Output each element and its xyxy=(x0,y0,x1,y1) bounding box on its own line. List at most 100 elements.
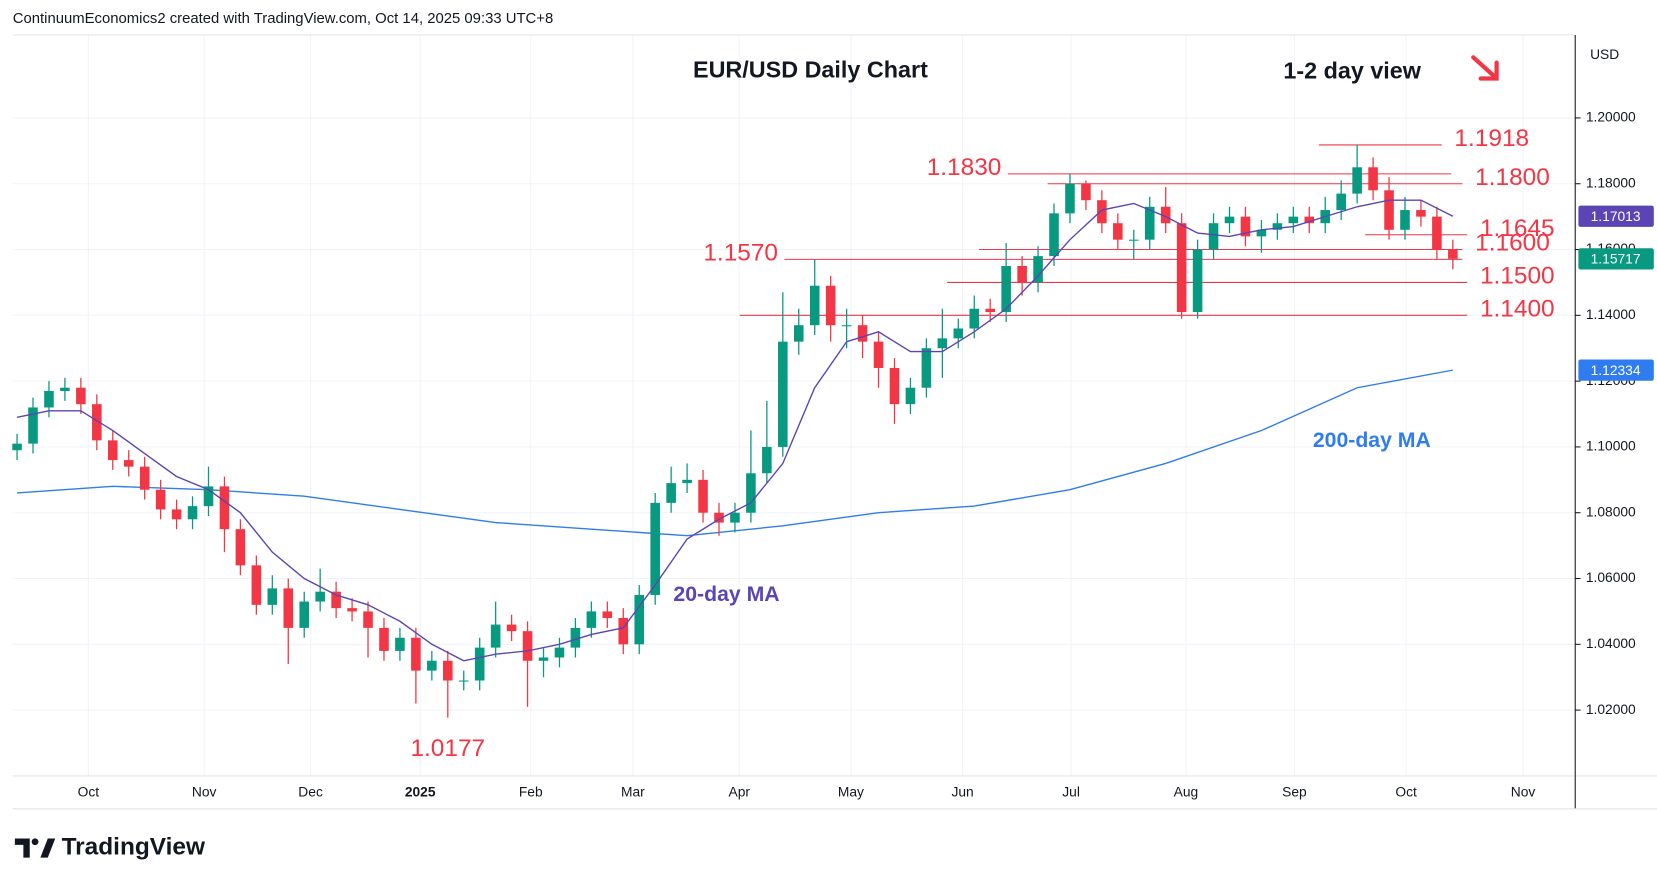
candle-body xyxy=(458,680,469,682)
candle-body xyxy=(522,631,533,661)
price-badge-label: 1.15717 xyxy=(1591,252,1641,267)
candle-body xyxy=(1304,216,1315,224)
x-tick-label: Sep xyxy=(1282,785,1307,800)
candle-body xyxy=(187,506,198,520)
candle-body xyxy=(235,529,246,566)
x-tick-label: Apr xyxy=(729,785,751,800)
candle-body xyxy=(1033,256,1043,283)
candle-body xyxy=(730,512,740,523)
level-label: 1.1600 xyxy=(1475,230,1550,257)
candle-body xyxy=(1128,239,1139,241)
candle-body xyxy=(1272,223,1283,230)
candle-body xyxy=(809,285,820,326)
candle-body xyxy=(953,328,964,339)
x-tick-label: Jul xyxy=(1062,785,1080,800)
candle-body xyxy=(1384,190,1394,230)
ma200-annotation: 200-day MA xyxy=(1313,429,1431,452)
x-tick-label: 2025 xyxy=(405,785,436,800)
candle-body xyxy=(1256,229,1267,237)
level-label: 1.1500 xyxy=(1480,263,1555,290)
x-tick-label: Aug xyxy=(1174,785,1199,800)
level-label: 1.1800 xyxy=(1475,164,1550,191)
candle-body xyxy=(1081,183,1091,201)
candle-body xyxy=(1144,206,1155,240)
candle-body xyxy=(746,473,756,513)
candle-body xyxy=(618,618,629,645)
price-badge xyxy=(1578,205,1654,227)
x-tick-label: Dec xyxy=(298,785,323,800)
candle-body xyxy=(155,489,166,510)
candle-body xyxy=(905,387,916,405)
candle-body xyxy=(1224,216,1235,224)
candle-body xyxy=(714,512,724,523)
candle-body xyxy=(1001,265,1011,313)
candle-body xyxy=(490,624,501,648)
candle-body xyxy=(76,387,86,405)
down-arrow-icon xyxy=(1471,55,1499,81)
candle-body xyxy=(1352,167,1362,194)
candle-body xyxy=(1208,223,1219,250)
candle-body xyxy=(762,446,772,474)
candle-body xyxy=(347,608,357,612)
y-tick-label: 1.04000 xyxy=(1586,636,1636,651)
ma20-annotation: 20-day MA xyxy=(673,583,779,606)
y-tick-label: 1.08000 xyxy=(1586,504,1636,519)
brand: TradingView xyxy=(62,834,206,861)
level-label: 1.1570 xyxy=(703,240,778,267)
candle-body xyxy=(203,486,214,507)
candle-body xyxy=(1049,213,1059,257)
x-tick-label: May xyxy=(838,785,864,800)
candle-body xyxy=(60,387,70,391)
x-tick-label: Oct xyxy=(78,785,100,800)
candle-body xyxy=(283,588,294,628)
candle-body xyxy=(1113,223,1123,240)
candle-body xyxy=(634,594,645,645)
subtitle: 1-2 day view xyxy=(1283,57,1421,83)
moving-average xyxy=(16,199,1454,662)
candle-body xyxy=(363,611,373,628)
price-badge xyxy=(1578,248,1654,270)
candle-body xyxy=(538,657,549,661)
y-tick-label: 1.10000 xyxy=(1586,439,1636,454)
candle-body xyxy=(1432,216,1442,250)
candle-body xyxy=(1368,167,1378,191)
candle-body xyxy=(778,341,788,447)
candle-body xyxy=(315,591,325,602)
candle-body xyxy=(92,404,102,441)
candle-body xyxy=(873,341,884,368)
currency: USD xyxy=(1590,47,1619,62)
candle-body xyxy=(411,637,421,671)
candle-body xyxy=(219,486,230,530)
candle-body xyxy=(1336,193,1346,211)
candle-body xyxy=(650,502,660,595)
candle-body xyxy=(443,660,453,681)
candle-body xyxy=(44,390,54,408)
candle-body xyxy=(1017,265,1027,283)
candle-body xyxy=(857,325,868,342)
candle-body xyxy=(1097,200,1107,224)
candle-body xyxy=(331,591,341,609)
candle-body xyxy=(107,440,118,461)
y-tick-label: 1.20000 xyxy=(1586,110,1636,125)
candle-body xyxy=(1448,249,1458,259)
candle-body xyxy=(1176,223,1187,313)
x-tick-label: Oct xyxy=(1395,785,1417,800)
candle-body xyxy=(267,588,278,605)
candle-body xyxy=(666,483,676,503)
candle-body xyxy=(379,627,389,651)
candle-body xyxy=(123,460,134,467)
price-badge xyxy=(1578,359,1654,381)
candle-body xyxy=(889,367,900,405)
x-tick-label: Jun xyxy=(951,785,973,800)
candle-body xyxy=(1160,206,1171,224)
low-label: 1.0177 xyxy=(410,735,485,762)
candle-body xyxy=(698,479,708,513)
candle-body xyxy=(570,627,581,648)
price-badge-label: 1.17013 xyxy=(1591,209,1641,224)
header: ContinuumEconomics2 created with Trading… xyxy=(13,11,554,27)
candle-body xyxy=(395,637,405,651)
chart-title: EUR/USD Daily Chart xyxy=(693,56,928,82)
candle-body xyxy=(474,647,485,681)
x-tick-label: Mar xyxy=(621,785,645,800)
